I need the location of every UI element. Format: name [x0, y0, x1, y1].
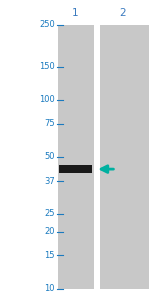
- Bar: [100, 25, 148, 289]
- Text: 250: 250: [39, 21, 55, 29]
- Bar: [59, 165, 92, 173]
- Bar: [58, 25, 94, 289]
- Text: 50: 50: [44, 152, 55, 161]
- Text: 100: 100: [39, 96, 55, 105]
- Text: 37: 37: [44, 177, 55, 186]
- Text: 15: 15: [44, 251, 55, 260]
- Text: 10: 10: [44, 284, 55, 293]
- Text: 150: 150: [39, 62, 55, 71]
- Text: 25: 25: [44, 209, 55, 218]
- Text: 1: 1: [72, 8, 78, 18]
- Text: 2: 2: [120, 8, 126, 18]
- Text: 20: 20: [44, 227, 55, 236]
- Text: 75: 75: [44, 119, 55, 128]
